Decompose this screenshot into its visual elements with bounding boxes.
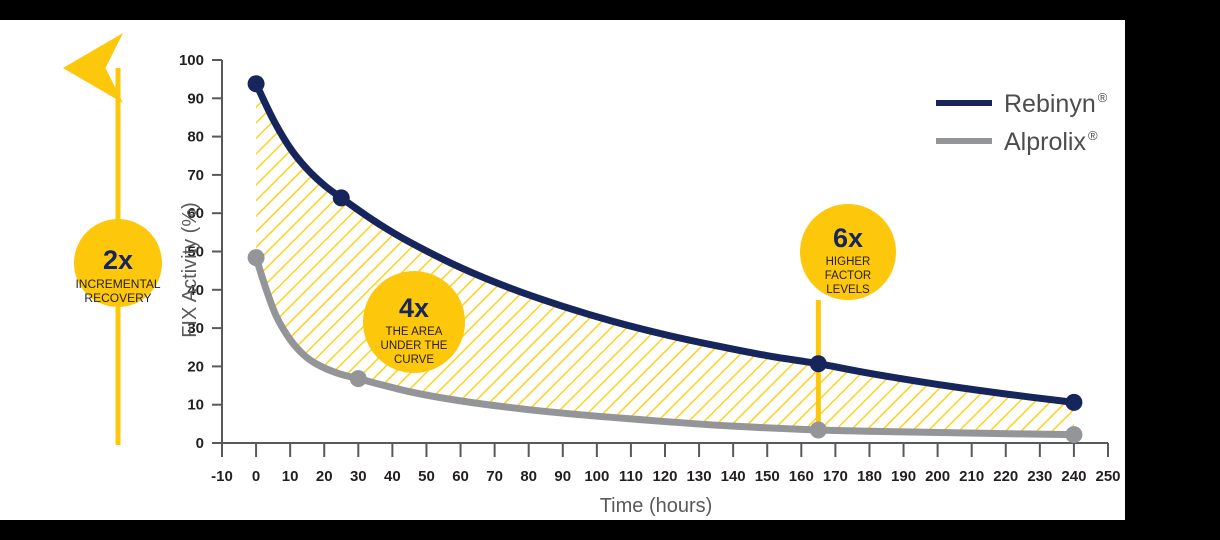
rebinyn-curve [252, 80, 1078, 406]
x-tick-label: 50 [418, 468, 435, 485]
rebinyn-data-points [247, 75, 1083, 411]
x-axis-title: Time (hours) [600, 495, 713, 517]
data-point-marker [1065, 393, 1083, 411]
y-axis-ticks: 0 10 20 30 40 50 60 70 80 90 100 [179, 52, 222, 452]
x-tick-label: 10 [282, 468, 299, 485]
callout-4x-multiplier: 4x [399, 293, 429, 323]
callout-area-under-curve: 4x THE AREA UNDER THE CURVE [363, 271, 465, 373]
y-tick-label: 50 [187, 244, 204, 261]
data-point-marker [332, 189, 350, 207]
callout-circle-6x [800, 204, 896, 300]
callout-incremental-recovery: 2x INCREMENTAL RECOVERY [63, 33, 162, 445]
x-tick-label: 0 [252, 468, 260, 485]
x-tick-label: 110 [619, 468, 643, 485]
callout-6x-multiplier: 6x [833, 223, 863, 253]
callout-circle-4x [363, 271, 465, 373]
x-tick-label: 140 [721, 468, 746, 485]
callout-4x-line3: CURVE [394, 354, 434, 366]
x-tick-label: 30 [350, 468, 367, 485]
x-tick-label: 220 [993, 468, 1018, 485]
data-point-marker [349, 370, 367, 388]
legend-registered-rebinyn: ® [1098, 90, 1108, 105]
data-point-marker [1065, 426, 1083, 444]
x-tick-label: 170 [823, 468, 848, 485]
x-tick-label: 190 [891, 468, 916, 485]
axes: 0 10 20 30 40 50 60 70 80 90 100 -10 0 10 20 30 40 50 60 7… [179, 52, 1121, 485]
y-tick-label: 70 [187, 167, 204, 184]
chart-canvas: 0 10 20 30 40 50 60 70 80 90 100 -10 0 10 20 30 40 50 60 7… [0, 20, 1125, 520]
data-point-marker [809, 355, 827, 373]
legend-label-rebinyn: Rebinyn [1004, 90, 1096, 118]
y-tick-label: 20 [187, 358, 204, 375]
x-tick-label: 20 [316, 468, 333, 485]
shaded-area-between-curves [256, 83, 1074, 435]
y-tick-label: 100 [179, 52, 204, 69]
x-tick-label: 210 [959, 468, 984, 485]
y-tick-label: 80 [187, 129, 204, 146]
x-tick-label: 70 [486, 468, 503, 485]
x-axis-ticks: -10 0 10 20 30 40 50 60 70 80 90 100 110 120 130 140 150… [211, 443, 1121, 485]
x-tick-label: 240 [1061, 468, 1086, 485]
callout-2x-line2: RECOVERY [84, 291, 151, 305]
x-tick-label: 60 [452, 468, 469, 485]
y-tick-label: 10 [187, 397, 204, 414]
y-tick-label: 90 [187, 90, 204, 107]
legend-label-alprolix: Alprolix [1004, 128, 1086, 156]
y-tick-label: 30 [187, 320, 204, 337]
callout-circle-2x [74, 219, 162, 307]
alprolix-curve [252, 254, 1078, 439]
callout-2x-line1: INCREMENTAL [75, 277, 160, 291]
callout-4x-line1: THE AREA [386, 326, 443, 338]
y-tick-label: 40 [187, 282, 204, 299]
x-tick-label: 250 [1095, 468, 1120, 485]
callout-6x-line1: HIGHER [826, 256, 871, 268]
x-tick-label: 80 [520, 468, 537, 485]
alprolix-data-points [247, 249, 1083, 444]
pk-curve-chart: 0 10 20 30 40 50 60 70 80 90 100 -10 0 10 20 30 40 50 60 7… [63, 33, 1121, 517]
x-tick-label: 100 [584, 468, 609, 485]
data-point-marker [247, 75, 265, 93]
x-tick-label: -10 [211, 468, 233, 485]
x-tick-label: 180 [857, 468, 882, 485]
x-tick-label: 90 [554, 468, 571, 485]
callout-6x-line2: FACTOR [825, 270, 871, 282]
y-axis-title: FIX Activity (%) [179, 202, 201, 338]
x-tick-label: 160 [789, 468, 814, 485]
callout-higher-factor-levels: 6x HIGHER FACTOR LEVELS [800, 204, 896, 300]
callout-6x-line3: LEVELS [826, 284, 870, 296]
y-tick-label: 60 [187, 205, 204, 222]
x-tick-label: 150 [755, 468, 780, 485]
y-tick-label: 0 [196, 435, 204, 452]
data-point-marker [247, 249, 265, 267]
callout-4x-line2: UNDER THE [381, 340, 448, 352]
x-tick-label: 200 [925, 468, 950, 485]
data-point-marker [809, 421, 827, 439]
x-tick-label: 130 [687, 468, 712, 485]
x-tick-label: 40 [384, 468, 401, 485]
x-tick-label: 120 [652, 468, 677, 485]
chart-legend: Rebinyn ® Alprolix ® [936, 90, 1108, 156]
callout-2x-multiplier: 2x [103, 245, 133, 275]
legend-registered-alprolix: ® [1088, 128, 1098, 143]
x-tick-label: 230 [1027, 468, 1052, 485]
